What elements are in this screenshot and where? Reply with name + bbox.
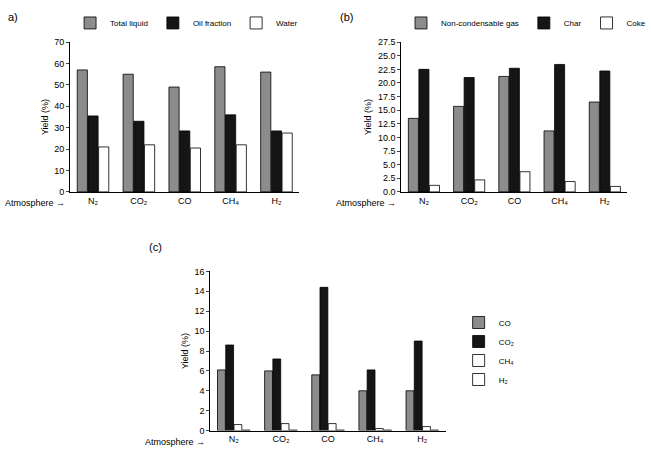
svg-text:7.5: 7.5: [383, 146, 396, 156]
svg-text:N₂: N₂: [419, 196, 429, 206]
svg-text:(b): (b): [340, 11, 353, 23]
svg-text:Yield (%): Yield (%): [40, 99, 50, 135]
svg-text:30: 30: [54, 123, 64, 133]
svg-text:2.5: 2.5: [383, 173, 396, 183]
svg-text:6: 6: [199, 366, 204, 376]
svg-text:16: 16: [194, 267, 204, 277]
svg-text:(c): (c): [149, 241, 162, 253]
svg-text:H₂: H₂: [499, 376, 508, 385]
svg-text:40: 40: [54, 101, 64, 111]
svg-text:CO: CO: [508, 196, 522, 206]
svg-text:0: 0: [59, 187, 64, 197]
svg-text:CO₂: CO₂: [499, 338, 514, 347]
svg-text:10: 10: [194, 326, 204, 336]
svg-text:H₂: H₂: [271, 196, 281, 206]
svg-text:Water: Water: [276, 19, 297, 28]
svg-text:Coke: Coke: [627, 19, 646, 28]
svg-text:a): a): [8, 11, 18, 23]
svg-text:0.0: 0.0: [383, 187, 396, 197]
svg-text:CH₄: CH₄: [367, 434, 384, 444]
svg-text:Non-condensable gas: Non-condensable gas: [441, 19, 519, 28]
svg-text:CO₂: CO₂: [272, 434, 290, 444]
svg-text:Atmosphere →: Atmosphere →: [5, 198, 65, 208]
svg-text:25.0: 25.0: [378, 51, 396, 61]
svg-text:Total liquid: Total liquid: [110, 19, 148, 28]
svg-text:10.0: 10.0: [378, 133, 396, 143]
svg-text:H₂: H₂: [417, 434, 427, 444]
svg-text:CO₂: CO₂: [130, 196, 148, 206]
svg-text:15.0: 15.0: [378, 105, 396, 115]
svg-text:N₂: N₂: [229, 434, 239, 444]
svg-text:50: 50: [54, 80, 64, 90]
svg-text:20.0: 20.0: [378, 78, 396, 88]
svg-text:CH₄: CH₄: [499, 357, 514, 366]
svg-text:20: 20: [54, 144, 64, 154]
svg-text:CO: CO: [499, 319, 511, 328]
svg-text:CO: CO: [321, 434, 335, 444]
svg-text:5.0: 5.0: [383, 160, 396, 170]
svg-text:22.5: 22.5: [378, 65, 396, 75]
svg-text:2: 2: [199, 406, 204, 416]
svg-text:12: 12: [194, 306, 204, 316]
svg-text:Yield (%): Yield (%): [363, 99, 373, 135]
svg-text:Atmosphere →: Atmosphere →: [145, 437, 205, 447]
svg-text:12.5: 12.5: [378, 119, 396, 129]
svg-text:Yield (%): Yield (%): [180, 333, 190, 369]
svg-text:CH₄: CH₄: [222, 196, 239, 206]
svg-text:0: 0: [199, 426, 204, 436]
svg-text:CO₂: CO₂: [461, 196, 479, 206]
svg-text:H₂: H₂: [600, 196, 610, 206]
svg-text:14: 14: [194, 286, 204, 296]
svg-text:8: 8: [199, 346, 204, 356]
svg-text:70: 70: [54, 37, 64, 47]
svg-text:60: 60: [54, 59, 64, 69]
svg-text:4: 4: [199, 386, 204, 396]
svg-text:CH₄: CH₄: [551, 196, 568, 206]
svg-text:27.5: 27.5: [378, 37, 396, 47]
svg-text:Char: Char: [564, 19, 582, 28]
svg-text:Oil fraction: Oil fraction: [193, 19, 231, 28]
svg-text:N₂: N₂: [88, 196, 98, 206]
svg-text:Atmosphere →: Atmosphere →: [336, 198, 396, 208]
svg-text:CO: CO: [178, 196, 192, 206]
svg-text:17.5: 17.5: [378, 92, 396, 102]
svg-text:10: 10: [54, 166, 64, 176]
